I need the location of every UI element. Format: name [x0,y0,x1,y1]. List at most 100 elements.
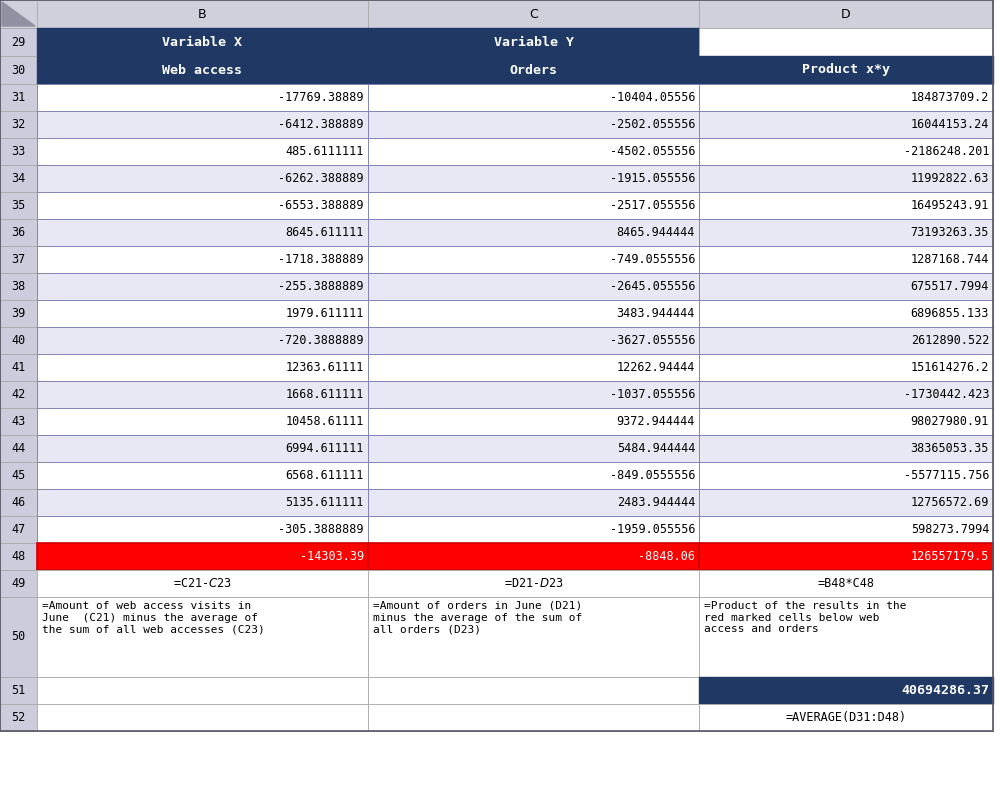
Bar [37,327,368,354]
Text: -3627.055556: -3627.055556 [610,334,695,347]
Text: -2502.055556: -2502.055556 [610,118,695,131]
Bar [37,354,368,381]
Bar [37,516,368,543]
Bar [699,408,993,435]
Text: 675517.7994: 675517.7994 [911,280,989,293]
Text: Variable X: Variable X [162,36,242,48]
Text: 50: 50 [11,630,26,644]
Bar [37,111,368,138]
Text: 3483.944444: 3483.944444 [617,307,695,320]
Bar [368,408,699,435]
Text: =B48*C48: =B48*C48 [818,577,874,590]
Bar [699,111,993,138]
Bar [368,273,699,300]
Bar [37,408,368,435]
Bar [37,273,368,300]
Bar [368,489,699,516]
Bar [699,327,993,354]
Bar [368,56,699,84]
Bar [699,489,993,516]
Text: =D21-$D$23: =D21-$D$23 [504,577,563,590]
Bar [368,246,699,273]
Text: 44: 44 [11,442,26,455]
Text: 2483.944444: 2483.944444 [617,496,695,509]
Text: =Product of the results in the
red marked cells below web
access and orders: =Product of the results in the red marke… [704,601,906,634]
Text: -1718.388889: -1718.388889 [278,253,364,266]
Text: B: B [198,7,207,21]
Bar [0,246,37,273]
Text: 37: 37 [11,253,26,266]
Bar [37,165,368,192]
Bar [0,0,37,28]
Bar [0,435,37,462]
Text: -6412.388889: -6412.388889 [278,118,364,131]
Bar [699,354,993,381]
Text: -6553.388889: -6553.388889 [278,199,364,212]
Text: -6262.388889: -6262.388889 [278,172,364,185]
Bar [0,165,37,192]
Bar [699,704,993,731]
Bar [699,0,993,28]
Text: C: C [529,7,538,21]
Bar [699,192,993,219]
Text: -10404.05556: -10404.05556 [610,91,695,104]
Bar [0,597,37,677]
Bar [368,28,699,56]
Text: 73193263.35: 73193263.35 [911,226,989,239]
Text: 51: 51 [11,684,26,697]
Bar [699,138,993,165]
Bar [368,327,699,354]
Text: -255.3888889: -255.3888889 [278,280,364,293]
Text: 6896855.133: 6896855.133 [911,307,989,320]
Text: 9372.944444: 9372.944444 [617,415,695,428]
Text: 52: 52 [11,711,26,724]
Text: 16495243.91: 16495243.91 [911,199,989,212]
Text: =Amount of web access visits in
June  (C21) minus the average of
the sum of all : =Amount of web access visits in June (C2… [42,601,265,634]
Bar [699,677,993,704]
Text: 184873709.2: 184873709.2 [911,91,989,104]
Text: -2645.055556: -2645.055556 [610,280,695,293]
Bar [37,138,368,165]
Text: 12756572.69: 12756572.69 [911,496,989,509]
Text: 34: 34 [11,172,26,185]
Bar [0,354,37,381]
Bar [699,462,993,489]
Text: Orders: Orders [510,63,558,77]
Text: 33: 33 [11,145,26,158]
Text: 35: 35 [11,199,26,212]
Text: 1668.611111: 1668.611111 [286,388,364,401]
Bar [368,84,699,111]
Bar [37,381,368,408]
Bar [368,354,699,381]
Bar [37,677,368,704]
Bar [368,462,699,489]
Text: -720.3888889: -720.3888889 [278,334,364,347]
Bar [37,489,368,516]
Bar [368,165,699,192]
Text: D: D [841,7,851,21]
Text: 48: 48 [11,550,26,563]
Bar [37,56,368,84]
Bar [0,327,37,354]
Text: 40: 40 [11,334,26,347]
Bar [0,570,37,597]
Text: 151614276.2: 151614276.2 [911,361,989,374]
Text: =C21-$C$23: =C21-$C$23 [173,577,232,590]
Text: -2517.055556: -2517.055556 [610,199,695,212]
Bar [699,28,993,56]
Text: 5484.944444: 5484.944444 [617,442,695,455]
Text: 11992822.63: 11992822.63 [911,172,989,185]
Bar [37,0,368,28]
Bar [0,56,37,84]
Text: 30: 30 [11,63,26,77]
Bar [368,381,699,408]
Text: -1730442.423: -1730442.423 [904,388,989,401]
Text: -305.3888889: -305.3888889 [278,523,364,536]
Text: 49: 49 [11,577,26,590]
Text: 43: 43 [11,415,26,428]
Text: 12262.94444: 12262.94444 [617,361,695,374]
Bar [368,570,699,597]
Text: 6994.611111: 6994.611111 [286,442,364,455]
Text: 31: 31 [11,91,26,104]
Text: 2612890.522: 2612890.522 [911,334,989,347]
